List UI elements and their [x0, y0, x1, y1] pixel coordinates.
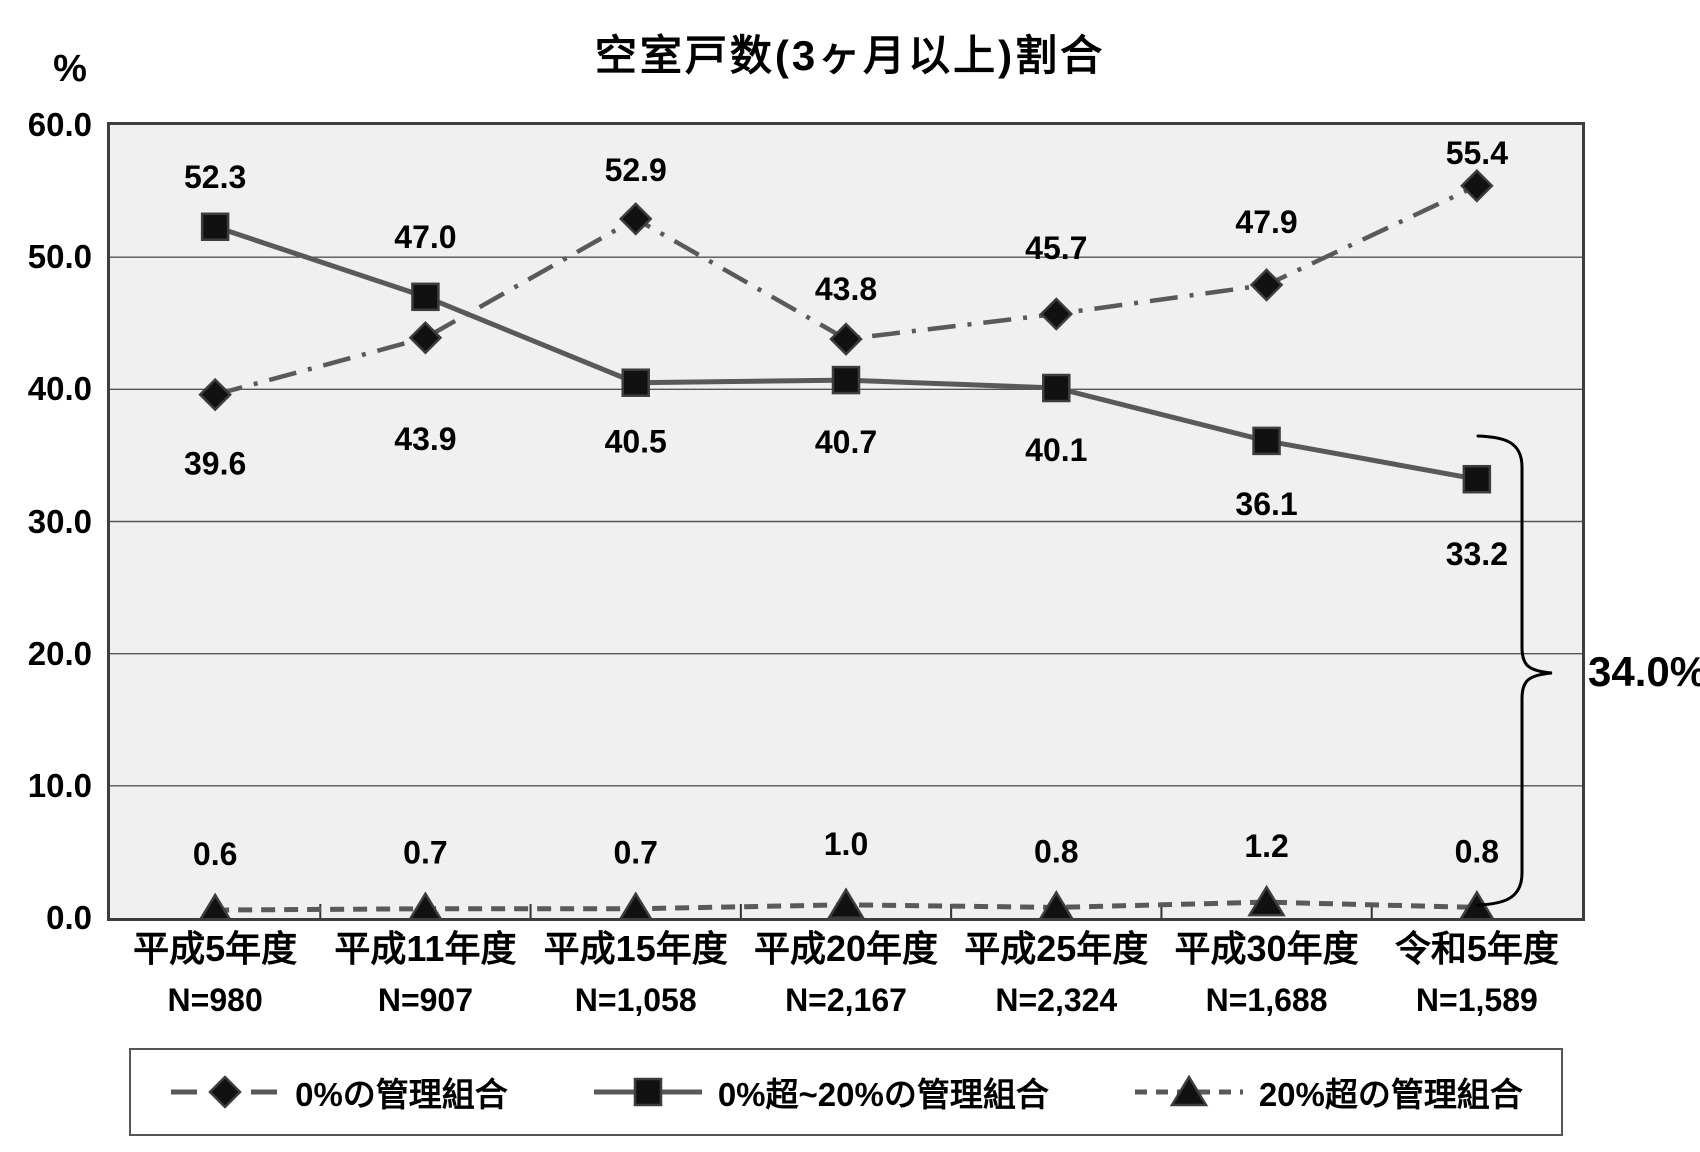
y-tick-label: 10.0 [27, 766, 92, 804]
x-sample-size-label: N=1,058 [574, 982, 697, 1018]
data-label: 0.8 [1455, 833, 1499, 869]
x-sample-size-label: N=980 [167, 982, 263, 1018]
legend-item-0: 0%の管理組合 [169, 1068, 508, 1116]
triangle-marker [409, 891, 442, 918]
x-category-label: 平成11年度 [334, 928, 517, 969]
square-marker [1252, 426, 1281, 456]
y-axis-unit-label: % [53, 48, 87, 90]
x-sample-size-label: N=2,324 [995, 982, 1118, 1018]
data-label: 0.8 [1034, 833, 1078, 869]
data-label: 40.1 [1025, 432, 1087, 468]
legend-sample-square [593, 1077, 702, 1107]
data-label: 52.3 [184, 159, 246, 195]
brace [1476, 434, 1553, 907]
diamond-marker [408, 321, 443, 355]
legend-item-1: 0%超~20%の管理組合 [592, 1068, 1049, 1116]
data-label: 1.2 [1244, 828, 1288, 864]
y-tick-label: 60.0 [27, 106, 92, 143]
y-tick-label: 40.0 [27, 370, 92, 408]
data-label: 52.9 [605, 152, 667, 188]
square-marker [411, 282, 440, 312]
data-label: 0.7 [403, 835, 447, 871]
data-label: 36.1 [1235, 486, 1297, 522]
data-label: 45.7 [1025, 230, 1087, 266]
x-category-label: 平成30年度 [1174, 928, 1359, 969]
legend-sample-triangle [1134, 1075, 1243, 1107]
square-marker [633, 1077, 663, 1107]
triangle-marker [827, 887, 865, 918]
square-marker [200, 212, 230, 242]
x-sample-size-label: N=1,688 [1205, 982, 1328, 1018]
diamond-marker [618, 202, 653, 236]
plot-area: 39.6 43.9 52.9 43.8 45.7 47.9 55.4 52.3 47.0 40.5… [107, 122, 1585, 921]
x-category-label: 平成25年度 [964, 928, 1149, 969]
x-sample-size-label: N=1,589 [1415, 982, 1538, 1018]
legend-label: 0%超~20%の管理組合 [717, 1076, 1049, 1113]
legend-label: 20%超の管理組合 [1258, 1076, 1523, 1113]
x-category-label: 令和5年度 [1394, 928, 1559, 969]
data-label: 39.6 [184, 446, 246, 482]
legend-label: 0%の管理組合 [295, 1076, 508, 1113]
square-marker [1042, 373, 1071, 403]
data-label: 1.0 [824, 826, 868, 862]
triangle-marker [619, 891, 652, 918]
triangle-marker [1247, 884, 1286, 917]
legend-item-2: 20%超の管理組合 [1133, 1068, 1523, 1116]
y-tick-label: 20.0 [27, 634, 92, 672]
y-tick-label: 30.0 [27, 502, 92, 540]
diamond-marker [198, 377, 232, 412]
legend: 0%の管理組合 0%超~20%の管理組合 20%超の管理組合 [129, 1048, 1563, 1136]
chart-title: 空室戸数(3ヶ月以上)割合 [594, 32, 1106, 79]
square-marker [831, 365, 861, 395]
legend-sample-diamond [171, 1075, 280, 1109]
x-sample-size-label: N=907 [377, 982, 474, 1018]
plot-canvas: 39.6 43.9 52.9 43.8 45.7 47.9 55.4 52.3 47.0 40.5… [110, 135, 1582, 918]
triangle-marker [199, 892, 231, 918]
diamond-marker [1039, 297, 1074, 331]
brace-annotation-label: 34.0% [1588, 648, 1700, 695]
data-label: 33.2 [1446, 536, 1508, 572]
square-marker [621, 368, 650, 397]
data-label: 43.9 [394, 421, 456, 457]
diamond-marker [208, 1075, 242, 1109]
diamond-marker [829, 322, 863, 356]
diamond-marker [1249, 268, 1284, 302]
x-category-label: 平成5年度 [133, 928, 298, 969]
triangle-marker [1039, 890, 1074, 918]
x-sample-size-label: N=2,167 [785, 982, 907, 1018]
y-tick-label: 0.0 [46, 899, 92, 936]
data-label: 0.6 [193, 836, 237, 872]
y-tick-label: 50.0 [27, 238, 92, 276]
data-label: 47.0 [394, 219, 456, 255]
x-category-label: 平成15年度 [543, 928, 728, 969]
data-label: 43.8 [815, 271, 877, 307]
data-label: 0.7 [613, 835, 657, 871]
data-label: 40.5 [605, 424, 667, 460]
diamond-marker [1460, 169, 1494, 203]
square-marker [1462, 464, 1492, 494]
data-label: 40.7 [815, 424, 877, 460]
triangle-marker [1169, 1075, 1209, 1107]
data-label: 47.9 [1235, 204, 1297, 240]
data-label: 55.4 [1446, 135, 1508, 171]
x-category-label: 平成20年度 [753, 928, 939, 969]
